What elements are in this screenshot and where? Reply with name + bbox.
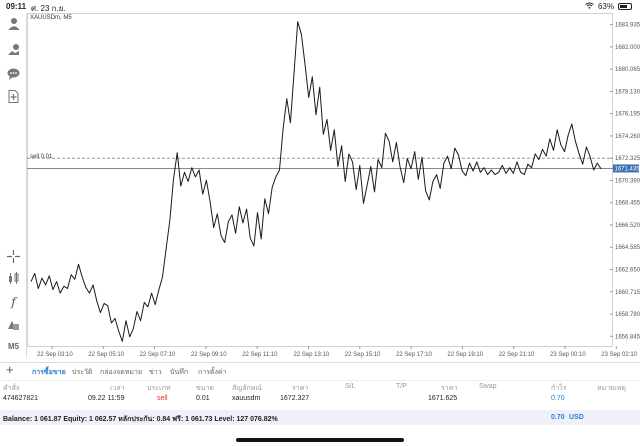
trade-profit: 0.70 [551,395,565,402]
bottom-tabs: + การซื้อขาย ประวัติ กล่องจดหมาย ข่าว บั… [0,362,640,377]
trade-symbol: xauusdm [232,395,261,402]
col-current-price: ราคา [441,385,458,392]
x-tick-label: 22 Sep 07:10 [140,352,176,358]
trade-ticket: 474627821 [3,395,39,402]
col-price: ราคา [292,385,309,392]
tab-mailbox[interactable]: กล่องจดหมาย [100,369,143,376]
status-time: 09:11 [6,2,27,11]
y-tick-label: 1676.195 [615,112,640,118]
chart-svg: 1683.935 1682.000 1680.065 1678.130 1676.195… [27,13,640,358]
x-tick-label: 22 Sep 03:10 [37,352,73,358]
y-tick-label: 1664.585 [615,245,640,251]
y-tick-label: 1668.455 [615,201,640,207]
x-tick-label: 22 Sep 15:10 [345,352,381,358]
trade-volume: 0.01 [196,395,210,402]
x-tick-label: 23 Sep 02:10 [601,352,637,358]
col-tp: T/P [396,383,407,390]
plot-frame [27,13,613,347]
current-price-tag [613,164,639,173]
x-tick-label: 22 Sep 11:10 [242,352,278,358]
tab-history[interactable]: ประวัติ [72,369,93,376]
y-tick-label: 1666.520 [615,223,640,229]
price-series-line [30,21,602,342]
table-row[interactable]: 474627821 09.22 11:59 sell 0.01 xauusdm … [0,393,640,407]
x-tick-label: 23 Sep 00:10 [550,352,586,358]
col-type: ประเภท [147,385,171,392]
y-tick-label: 1674.260 [615,134,640,140]
y-tick-label: 1680.065 [615,67,640,73]
y-tick-label: 1682.000 [615,45,640,51]
add-order-button[interactable]: + [6,362,14,377]
indicators-icon[interactable] [5,270,22,287]
trade-current-price: 1671.625 [428,395,458,402]
left-toolbar: f M5 [0,13,27,358]
y-tick-label: 1683.935 [615,23,640,29]
trade-type: sell [157,395,168,402]
tab-trade[interactable]: การซื้อขาย [32,369,66,376]
trade-time: 09.22 11:59 [88,395,125,402]
col-profit: กำไร [551,385,567,392]
tab-settings[interactable]: การตั้งค่า [198,369,227,376]
home-indicator [236,438,404,442]
status-right: 63% [585,2,632,11]
trade-open-price: 1672.327 [280,395,310,402]
col-symbol: สัญลักษณ์ [232,385,262,392]
total-profit: 0.70 [551,414,565,421]
wifi-icon [585,2,594,11]
price-chart[interactable]: 1683.935 1682.000 1680.065 1678.130 1676.195… [27,13,640,358]
tab-journal[interactable]: บันทึก [170,369,189,376]
y-tick-label: 1678.130 [615,89,640,95]
x-tick-label: 22 Sep 09:10 [191,352,227,358]
account-currency: USD [569,414,584,421]
x-tick-label: 22 Sep 21:10 [499,352,535,358]
y-tick-label: 1660.715 [615,290,640,296]
balance-bar: Balance: 1 061.87 Equity: 1 062.57 หลักป… [0,410,640,425]
trade-table-header: คำสั่ง เวลา ประเภท ขนาด สัญลักษณ์ ราคา S… [0,380,640,392]
add-document-icon[interactable] [5,88,22,105]
y-tick-label: 1672.325 [615,156,640,162]
x-tick-label: 22 Sep 05:10 [88,352,124,358]
col-volume: ขนาด [196,385,215,392]
function-icon[interactable]: f [11,294,16,309]
col-comment: หมายเหตุ [597,385,626,392]
crosshair-icon[interactable] [5,248,22,265]
account-summary: Balance: 1 061.87 Equity: 1 062.57 หลักป… [3,416,278,423]
symbol-label: XAUUSDm, M5 [30,15,72,21]
deposit-icon[interactable] [5,41,22,58]
sell-line-label: sell 0.01 [30,154,53,160]
x-tick-label: 22 Sep 13:10 [294,352,330,358]
status-date: ศ. 23 ก.ย. [31,4,66,13]
col-sl: S/L [345,383,356,390]
objects-icon[interactable] [5,316,22,333]
y-tick-label: 1656.845 [615,334,640,340]
col-ticket: คำสั่ง [3,385,20,392]
status-bar: 09:11 ศ. 23 ก.ย. 63% [0,0,640,13]
x-tick-label: 22 Sep 19:10 [447,352,483,358]
y-tick-label: 1662.650 [615,268,640,274]
tab-news[interactable]: ข่าว [149,369,162,376]
chat-icon[interactable] [5,65,22,82]
user-icon[interactable] [5,15,22,32]
col-time: เวลา [110,385,125,392]
battery-icon [618,3,632,10]
x-tick-label: 22 Sep 17:10 [396,352,432,358]
battery-percent: 63% [597,2,614,11]
y-tick-label: 1670.390 [615,178,640,184]
col-swap: Swap [479,383,497,390]
y-tick-label: 1658.780 [615,312,640,318]
current-price-tag-label: 1671.435 [615,167,640,173]
timeframe-button[interactable]: M5 [7,342,20,351]
